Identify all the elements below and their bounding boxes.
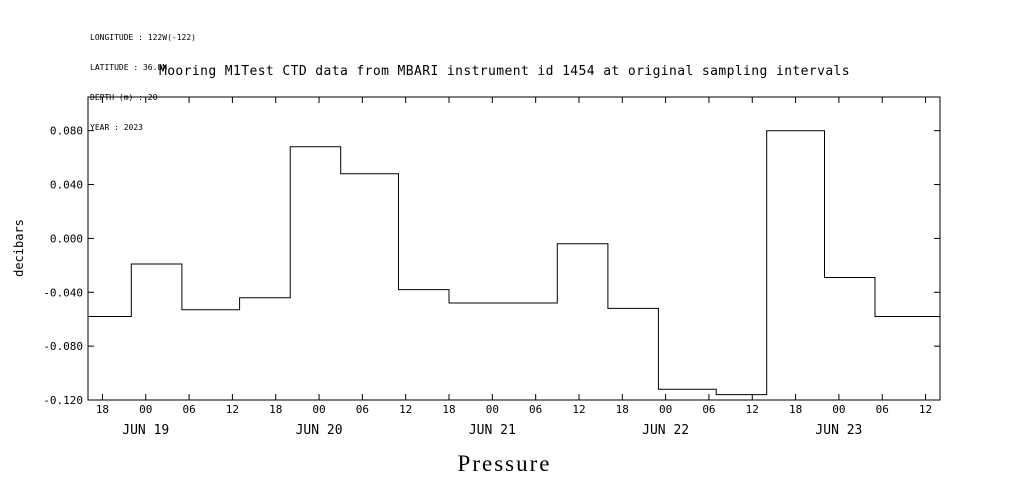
- x-tick-label: 18: [616, 403, 629, 416]
- y-tick-label: 0.080: [50, 125, 83, 138]
- meta-longitude: LONGITUDE : 122W(-122): [90, 33, 196, 42]
- x-tick-label: 00: [659, 403, 672, 416]
- x-date-label: JUN 22: [642, 423, 689, 438]
- y-tick-label: -0.080: [43, 340, 83, 353]
- x-tick-label: 00: [832, 403, 845, 416]
- x-tick-label: 12: [746, 403, 759, 416]
- x-tick-label: 18: [269, 403, 282, 416]
- plot-title: Mooring M1Test CTD data from MBARI instr…: [158, 64, 851, 79]
- x-date-label: JUN 20: [296, 423, 343, 438]
- x-tick-label: 06: [876, 403, 889, 416]
- plot-frame: [87, 96, 941, 401]
- x-tick-label: 06: [702, 403, 715, 416]
- x-tick-label: 18: [442, 403, 455, 416]
- y-tick-label: 0.000: [50, 232, 83, 245]
- meta-year: YEAR : 2023: [90, 123, 143, 132]
- x-tick-label: 18: [96, 403, 109, 416]
- x-tick-label: 12: [399, 403, 412, 416]
- x-date-label: JUN 21: [469, 423, 516, 438]
- x-tick-label: 06: [182, 403, 195, 416]
- meta-latitude: LATITUDE : 36.8N: [90, 63, 168, 72]
- x-tick-label: 00: [139, 403, 152, 416]
- x-date-label: JUN 19: [122, 423, 169, 438]
- y-tick-label: 0.040: [50, 179, 83, 192]
- x-tick-label: 00: [312, 403, 325, 416]
- x-tick-label: 00: [486, 403, 499, 416]
- x-date-label: JUN 23: [815, 423, 862, 438]
- x-axis-label: Pressure: [457, 451, 552, 476]
- pressure-step-line: [88, 130, 940, 396]
- x-tick-label: 12: [572, 403, 585, 416]
- x-tick-label: 18: [789, 403, 802, 416]
- y-tick-label: -0.040: [43, 286, 83, 299]
- x-tick-label: 12: [226, 403, 239, 416]
- y-tick-label: -0.120: [43, 394, 83, 407]
- x-tick-label: 06: [529, 403, 542, 416]
- x-tick-label: 12: [919, 403, 932, 416]
- x-tick-label: 06: [356, 403, 369, 416]
